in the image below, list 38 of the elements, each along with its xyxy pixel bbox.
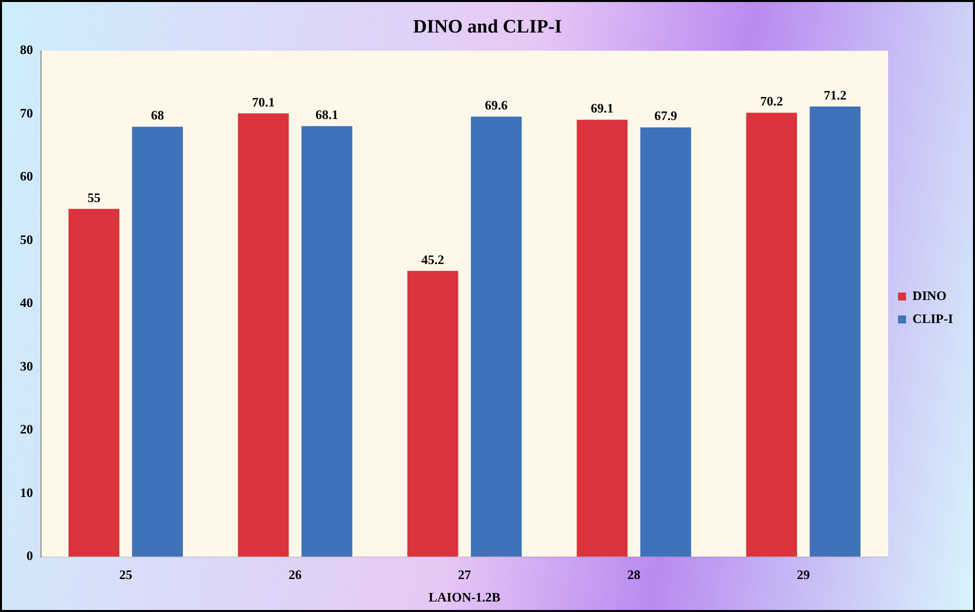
y-tick-label: 50 [20,232,33,247]
y-tick-label: 0 [26,548,33,564]
data-label: 71.2 [824,87,846,102]
bar [576,120,628,557]
x-tick-label: 25 [119,566,133,582]
bar [810,106,861,557]
x-axis-title: LAION-1.2B [428,590,501,605]
x-tick-label: 28 [627,566,641,582]
legend-label: CLIP-I [912,310,954,326]
data-label: 69.1 [590,100,614,116]
bar [407,270,458,557]
data-label: 70.2 [760,94,783,109]
y-tick-label: 10 [20,484,33,500]
bar [132,126,183,557]
y-tick-label: 60 [20,168,33,184]
y-tick-label: 70 [20,105,33,120]
legend-label: DINO [912,288,947,303]
y-tick-label: 40 [20,295,33,310]
data-label: 68 [150,108,164,123]
bar [238,113,289,557]
data-label: 67.9 [654,108,678,124]
x-tick-label: 29 [796,566,810,582]
bar [746,112,797,557]
data-label: 45.2 [421,252,444,267]
x-tick-label: 27 [458,566,472,582]
bar [640,127,692,557]
data-label: 70.1 [252,94,275,110]
bar [470,116,522,557]
data-label: 69.6 [484,97,508,112]
x-tick-label: 26 [288,566,302,582]
chart-title: DINO and CLIP-I [413,16,562,38]
y-tick-label: 80 [20,42,33,58]
data-label: 55 [87,190,101,205]
bar [301,126,352,557]
bar [68,208,120,557]
data-label: 68.1 [316,106,338,122]
y-tick-label: 20 [20,422,33,437]
y-tick-label: 30 [20,358,33,374]
